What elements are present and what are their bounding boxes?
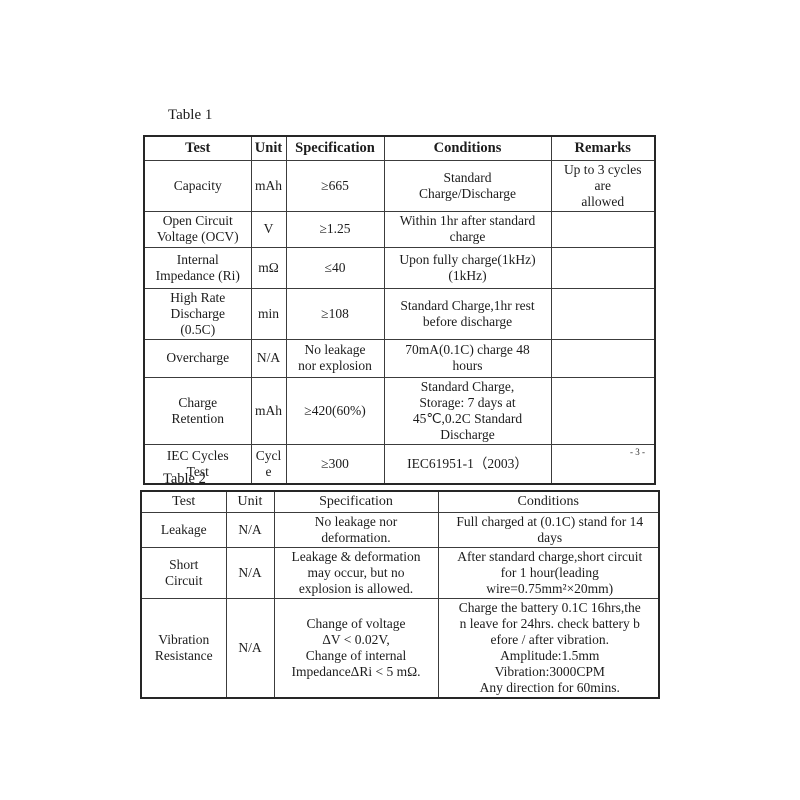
table1: Test Unit Specification Conditions Remar… [143,135,656,485]
cell-unit: mAh [250,376,287,445]
table-row: Leakage N/A No leakage nor deformation. … [140,511,660,548]
cell-test: Capacity [143,159,252,212]
cell-specification: Change of voltage ΔV < 0.02V, Change of … [273,597,439,698]
cell-specification: ≤40 [285,246,385,289]
cell-remarks-empty [550,210,656,248]
cell-test: Leakage [140,511,227,548]
t1-header-unit: Unit [250,135,287,161]
cell-remarks-empty [550,338,656,378]
cell-test: Internal Impedance (Ri) [143,246,252,289]
cell-specification: ≥108 [285,287,385,340]
table-row: Short Circuit N/A Leakage & deformation … [140,546,660,599]
t2-header-specification: Specification [273,490,439,513]
cell-unit: mAh [250,159,287,212]
cell-conditions: Upon fully charge(1kHz) (1kHz) [383,246,552,289]
table-row: Open Circuit Voltage (OCV) V ≥1.25 Withi… [143,210,656,248]
cell-test: Short Circuit [140,546,227,599]
cell-unit: Cycl e [250,443,287,485]
cell-remarks-empty [550,443,656,485]
cell-remarks: Up to 3 cycles are allowed [550,159,656,212]
t2-header-test: Test [140,490,227,513]
cell-conditions: After standard charge,short circuit for … [437,546,660,599]
table-row: Internal Impedance (Ri) mΩ ≤40 Upon full… [143,246,656,289]
cell-unit: V [250,210,287,248]
table1-header-row: Test Unit Specification Conditions Remar… [143,135,656,161]
cell-remarks-empty [550,287,656,340]
cell-test: Charge Retention [143,376,252,445]
cell-conditions: Charge the battery 0.1C 16hrs,the n leav… [437,597,660,698]
table-row: Capacity mAh ≥665 Standard Charge/Discha… [143,159,656,212]
cell-specification: ≥665 [285,159,385,212]
table-row: High Rate Discharge (0.5C) min ≥108 Stan… [143,287,656,340]
cell-specification: ≥420(60%) [285,376,385,445]
cell-specification: ≥300 [285,443,385,485]
t2-header-unit: Unit [225,490,275,513]
page-number: - 3 - [630,447,645,457]
t2-header-conditions: Conditions [437,490,660,513]
cell-test: High Rate Discharge (0.5C) [143,287,252,340]
cell-conditions: Full charged at (0.1C) stand for 14 days [437,511,660,548]
cell-unit: N/A [225,511,275,548]
cell-test: Overcharge [143,338,252,378]
cell-specification: No leakage nor deformation. [273,511,439,548]
cell-conditions: 70mA(0.1C) charge 48 hours [383,338,552,378]
cell-specification: No leakage nor explosion [285,338,385,378]
t1-header-test: Test [143,135,252,161]
t1-header-remarks: Remarks [550,135,656,161]
cell-test: IEC Cycles Test [143,443,252,485]
table1-label: Table 1 [168,107,213,123]
cell-test: Vibration Resistance [140,597,227,698]
cell-specification: ≥1.25 [285,210,385,248]
cell-conditions: Within 1hr after standard charge [383,210,552,248]
t1-header-specification: Specification [285,135,385,161]
cell-unit: N/A [225,597,275,698]
cell-conditions: Standard Charge,1hr rest before discharg… [383,287,552,340]
table-row: IEC Cycles Test Cycl e ≥300 IEC61951-1（2… [143,443,656,485]
cell-conditions: Standard Charge, Storage: 7 days at 45℃,… [383,376,552,445]
cell-unit: N/A [225,546,275,599]
t1-header-conditions: Conditions [383,135,552,161]
cell-conditions: Standard Charge/Discharge [383,159,552,212]
cell-specification: Leakage & deformation may occur, but no … [273,546,439,599]
table-row: Charge Retention mAh ≥420(60%) Standard … [143,376,656,445]
table2-label: Table 2 [163,471,206,487]
cell-conditions: IEC61951-1（2003） [383,443,552,485]
table2: Test Unit Specification Conditions Leaka… [140,490,660,699]
cell-test: Open Circuit Voltage (OCV) [143,210,252,248]
table-row: Overcharge N/A No leakage nor explosion … [143,338,656,378]
cell-unit: mΩ [250,246,287,289]
cell-remarks-empty [550,246,656,289]
cell-unit: min [250,287,287,340]
table2-header-row: Test Unit Specification Conditions [140,490,660,513]
cell-unit: N/A [250,338,287,378]
cell-remarks-empty [550,376,656,445]
table-row: Vibration Resistance N/A Change of volta… [140,597,660,698]
